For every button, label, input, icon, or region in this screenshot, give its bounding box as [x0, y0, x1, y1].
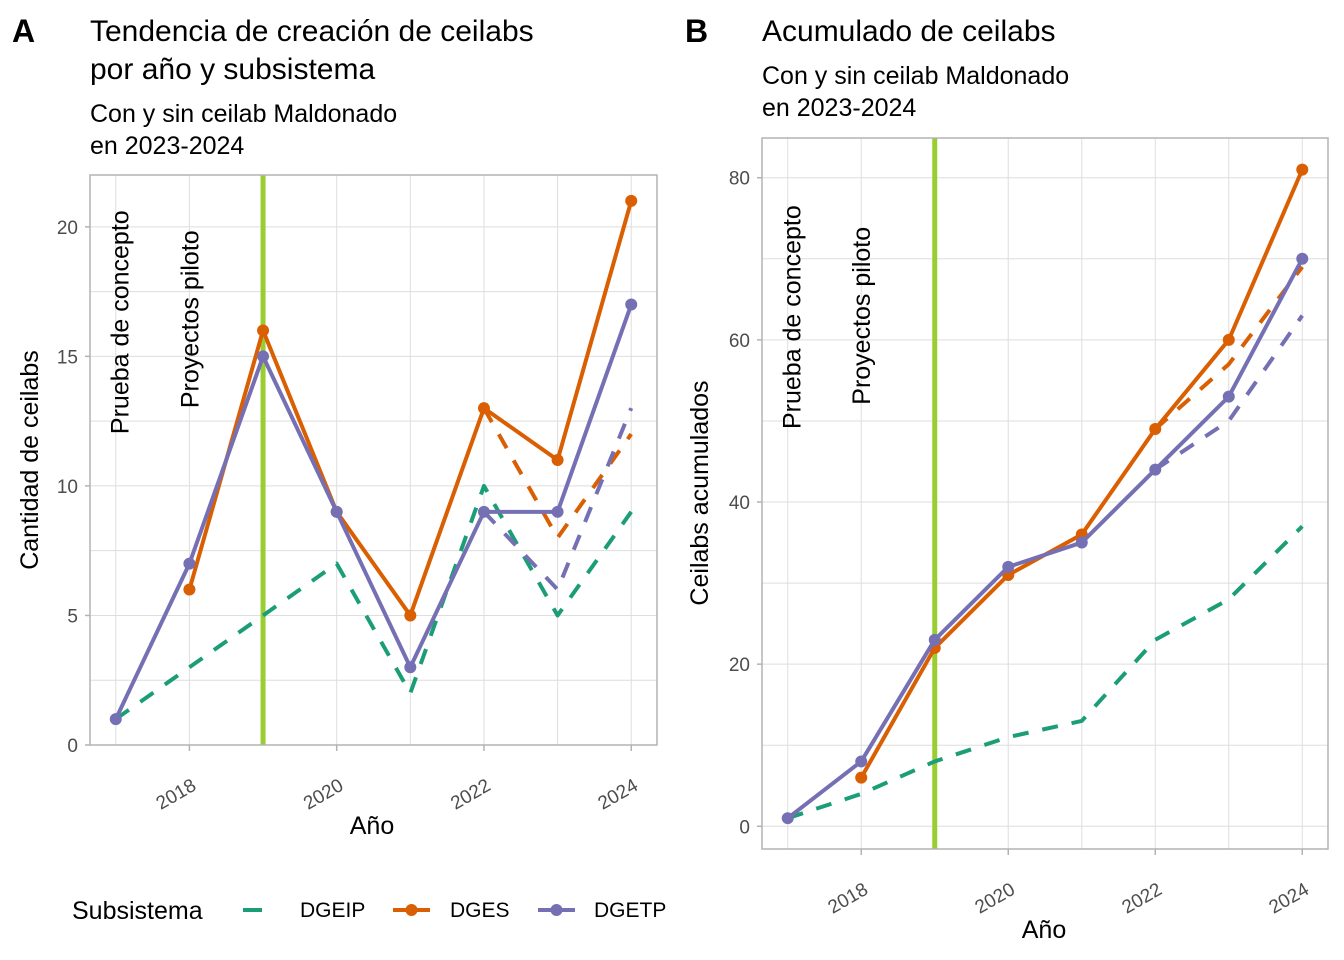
data-point-dgetp: [625, 298, 638, 311]
y-tick-label: 20: [729, 655, 750, 676]
data-point-dges: [1222, 333, 1235, 346]
legend-marker-dges: [405, 904, 418, 916]
panel-b-y-ticks: 0 20 40 60 80: [729, 169, 762, 838]
y-tick-label: 80: [729, 169, 750, 190]
panel-b-series: [781, 163, 1309, 825]
data-point-dges: [477, 402, 490, 415]
y-tick-label: 0: [67, 736, 78, 757]
y-tick-label: 40: [729, 493, 750, 514]
y-tick-label: 10: [57, 477, 78, 498]
panel-b-subtitle-line-2: en 2023-2024: [762, 94, 916, 122]
data-point-dges: [1296, 163, 1309, 176]
data-point-dges: [1149, 423, 1162, 436]
legend: Subsistema DGEIP DGES DGETP: [72, 897, 666, 925]
data-point-dgetp: [477, 505, 490, 518]
data-point-dgetp: [1075, 536, 1088, 549]
legend-label-dgetp: DGETP: [594, 899, 666, 922]
series-line-dgeip: [787, 524, 1304, 821]
data-point-dgetp: [1222, 390, 1235, 403]
data-point-dges: [855, 771, 868, 784]
data-point-dgetp: [781, 812, 794, 825]
y-tick-label: 5: [67, 606, 78, 627]
data-point-dges: [625, 194, 638, 207]
panel-a-y-ticks: 0 5 10 15 20: [57, 218, 90, 757]
series-line-dges-sin-maldonado: [1153, 265, 1304, 431]
annotation-label: Prueba de concepto: [778, 205, 806, 429]
panel-a-title-line-2: por año y subsistema: [90, 53, 375, 86]
legend-item-dgeip: DGEIP: [243, 899, 365, 922]
x-tick-label: 2018: [153, 775, 200, 814]
panel-a-grid: [90, 175, 657, 746]
x-tick-label: 2018: [825, 879, 872, 918]
data-point-dgetp: [183, 557, 196, 570]
data-point-dges: [183, 583, 196, 596]
data-point-dges: [257, 324, 270, 337]
legend-title: Subsistema: [72, 897, 203, 925]
data-point-dgetp: [855, 755, 868, 768]
panel-letter-b: B: [685, 13, 708, 49]
series-line-dgeip: [114, 483, 633, 721]
data-point-dges: [404, 609, 417, 622]
data-point-dgetp: [1296, 252, 1309, 265]
panel-b-x-ticks: 2018 2020 2022 2024: [825, 849, 1313, 919]
panel-a-subtitle-line-2: en 2023-2024: [90, 132, 244, 160]
panel-b-frame: [761, 137, 1329, 850]
panel-b-y-axis-title: Ceilabs acumulados: [686, 380, 714, 605]
panel-a-frame: [89, 174, 658, 746]
plot-frame: [761, 137, 1329, 850]
x-tick-label: 2024: [595, 775, 642, 815]
panel-a-title-line-1: Tendencia de creación de ceilabs: [90, 15, 534, 48]
data-point-dgetp: [109, 713, 122, 726]
data-point-dgetp: [551, 505, 564, 518]
panel-a-y-axis-title: Cantidad de ceilabs: [16, 350, 44, 570]
x-tick-label: 2022: [1119, 879, 1166, 918]
y-tick-label: 0: [739, 817, 750, 838]
y-tick-label: 60: [729, 331, 750, 352]
legend-item-dges: DGES: [393, 899, 510, 922]
data-point-dgetp: [1002, 560, 1015, 573]
panel-b-grid: [762, 138, 1328, 849]
data-point-dgetp: [404, 661, 417, 674]
annotation-label: Prueba de concepto: [106, 210, 134, 434]
series-line-dgetp: [786, 257, 1305, 820]
x-tick-label: 2022: [447, 775, 494, 814]
y-tick-label: 15: [57, 347, 78, 368]
panel-a-x-ticks: 2018 2020 2022 2024: [153, 745, 642, 814]
panel-a-series: [109, 194, 638, 726]
data-point-dgetp: [1149, 463, 1162, 476]
panel-a: A Tendencia de creación de ceilabs por a…: [12, 13, 658, 840]
panel-b-annotations: Prueba de concepto Proyectos piloto: [778, 205, 876, 429]
x-tick-label: 2024: [1266, 879, 1313, 919]
x-tick-label: 2020: [300, 775, 347, 814]
panel-a-x-axis-title: Año: [350, 812, 394, 840]
legend-label-dges: DGES: [450, 899, 510, 922]
panel-letter-a: A: [12, 13, 35, 49]
annotation-label: Proyectos piloto: [176, 230, 204, 408]
y-tick-label: 20: [57, 218, 78, 239]
series-line-dgetp: [113, 303, 634, 720]
data-point-dgetp: [330, 505, 343, 518]
plot-frame: [89, 174, 658, 746]
data-point-dges: [551, 454, 564, 466]
panel-b-title-line-1: Acumulado de ceilabs: [762, 15, 1056, 48]
legend-item-dgetp: DGETP: [538, 899, 666, 922]
x-tick-label: 2020: [972, 879, 1019, 918]
data-point-dgetp: [257, 350, 270, 363]
series-line-dgetp-sin-maldonado: [482, 407, 634, 592]
data-point-dgetp: [928, 633, 941, 646]
panel-a-subtitle-line-1: Con y sin ceilab Maldonado: [90, 100, 397, 128]
legend-marker-dgetp: [550, 904, 563, 916]
annotation-label: Proyectos piloto: [848, 227, 876, 405]
panel-b-subtitle-line-1: Con y sin ceilab Maldonado: [762, 62, 1069, 90]
panel-b-x-axis-title: Año: [1022, 916, 1066, 944]
panel-b: B Acumulado de ceilabs Con y sin ceilab …: [685, 13, 1329, 944]
panel-a-annotations: Prueba de concepto Proyectos piloto: [106, 210, 204, 434]
legend-label-dgeip: DGEIP: [300, 899, 365, 922]
